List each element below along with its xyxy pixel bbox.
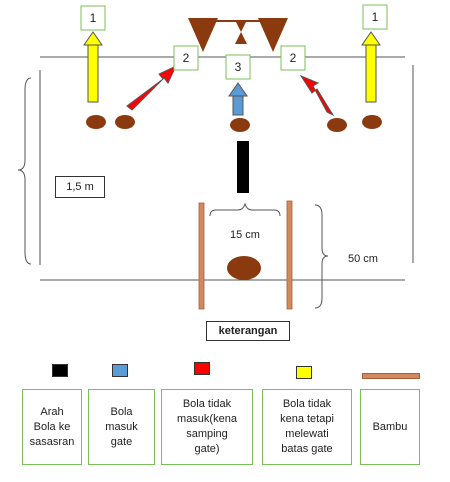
red-arrow-left <box>126 64 178 111</box>
legend-text-bamboo: Bambu <box>372 420 408 433</box>
ball-4 <box>327 118 347 132</box>
legend-text-black: Arah Bola ke sasasran <box>29 405 75 448</box>
legend-box-blue: Bola masuk gate <box>88 389 155 465</box>
yellow-arrow-left-shaft <box>87 44 99 103</box>
gate-width-label: 15 cm <box>230 229 260 241</box>
legend-swatch-bamboo <box>362 373 420 379</box>
marker-box-red-left <box>173 45 199 71</box>
target-triangle-left <box>188 18 218 52</box>
ball-3 <box>230 118 250 132</box>
marker-label-red-right: 2 <box>290 51 297 65</box>
legend-swatch-red <box>194 362 210 375</box>
marker-label-red-left: 2 <box>183 51 190 65</box>
target-hourglass <box>235 20 247 44</box>
left-height-brace <box>17 77 32 265</box>
ball-5 <box>362 115 382 129</box>
black-direction-bar <box>237 141 249 193</box>
legend-swatch-yellow <box>296 366 312 379</box>
ball-2 <box>115 115 135 129</box>
blue-arrow-shaft <box>232 95 244 116</box>
target-triangle-right <box>258 18 288 52</box>
marker-box-red-right <box>280 45 306 71</box>
legend-box-black: Arah Bola ke sasasran <box>22 389 82 465</box>
left-height-label: 1,5 m <box>55 176 105 198</box>
bamboo-post-right <box>286 200 293 310</box>
blue-arrow-head <box>228 82 248 97</box>
red-arrow-right <box>299 74 335 117</box>
legend-text-red: Bola tidak masuk(kena samping gate) <box>177 398 237 455</box>
yellow-arrow-right-shaft <box>365 44 377 103</box>
ball-1 <box>86 115 106 129</box>
right-height-label: 50 cm <box>348 253 378 265</box>
marker-label-blue: 3 <box>235 60 242 74</box>
legend-box-red: Bola tidak masuk(kena samping gate) <box>161 389 253 465</box>
marker-label-yellow-left: 1 <box>90 11 97 25</box>
marker-box-yellow-left <box>80 5 106 31</box>
yellow-arrow-right-head <box>361 31 381 46</box>
gate-width-brace <box>209 202 281 217</box>
legend-swatch-blue <box>112 364 128 377</box>
right-height-brace <box>314 204 329 309</box>
yellow-arrow-left-head <box>83 31 103 46</box>
marker-box-blue <box>225 54 251 80</box>
legend-box-yellow: Bola tidak kena tetapi melewati batas gate <box>262 389 352 465</box>
marker-box-yellow-right <box>362 4 388 30</box>
bamboo-post-left <box>198 202 205 310</box>
legend-swatch-black <box>52 364 68 377</box>
ball-start <box>227 256 261 280</box>
legend-title: keterangan <box>206 321 290 341</box>
legend-box-bamboo: Bambu <box>360 389 420 465</box>
legend-text-blue: Bola masuk gate <box>105 405 138 448</box>
marker-label-yellow-right: 1 <box>372 10 379 24</box>
legend-text-yellow: Bola tidak kena tetapi melewati batas gate <box>280 398 334 455</box>
